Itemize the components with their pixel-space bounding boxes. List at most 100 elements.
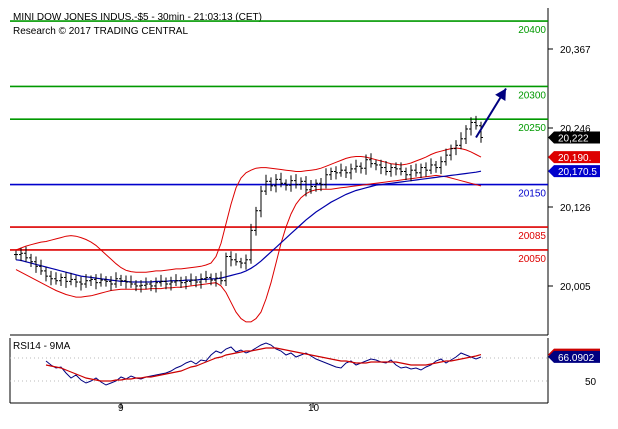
price-bar (344, 166, 348, 179)
price-bar (279, 172, 283, 188)
price-bar (69, 272, 73, 286)
moving-average-line (15, 170, 482, 283)
bollinger-lower-line (15, 174, 482, 323)
price-bar (99, 273, 103, 287)
price-bar (59, 273, 63, 286)
rsi-tag-rsi_blue: 66.0902 (548, 350, 600, 364)
price-bar (459, 132, 463, 150)
price-bar (464, 125, 468, 145)
price-bar (124, 275, 128, 289)
price-bar (189, 273, 193, 286)
rsi-panel-frame (9, 338, 549, 404)
price-bar (24, 246, 28, 262)
price-bar (144, 277, 148, 290)
price-bar (259, 185, 263, 218)
rsi-lines (45, 342, 482, 386)
price-bar (429, 158, 433, 175)
price-bar (119, 274, 123, 286)
chart-title: MINI DOW JONES INDUS.-$5 - 30min - 21:03… (13, 12, 262, 23)
level-label: 20300 (518, 90, 546, 101)
price-bar (19, 248, 23, 262)
price-bar (79, 276, 83, 291)
price-tag-blue: 20,170.5 (548, 165, 600, 178)
price-bar (364, 154, 368, 175)
price-bar (419, 163, 423, 179)
price-bar (154, 277, 158, 293)
price-bar (399, 162, 403, 176)
price-bar (169, 276, 173, 291)
price-bar (374, 159, 378, 171)
rsi-title: RSI14 - 9MA (13, 341, 71, 352)
arrow-head (495, 88, 506, 101)
price-bar (359, 162, 363, 174)
price-bar (339, 163, 343, 177)
price-bar (114, 272, 118, 288)
price-bar (264, 174, 268, 196)
price-bar (439, 156, 443, 175)
rsi-ma-line (45, 347, 482, 382)
price-bar (54, 272, 58, 285)
price-bar (334, 166, 338, 180)
price-bar (454, 140, 458, 156)
bollinger-upper-line (15, 147, 482, 273)
price-bar (74, 275, 78, 288)
y-tick-label: 20,367 (560, 45, 591, 56)
y-tick-label: 20,126 (560, 203, 591, 214)
svg-text:20,190.: 20,190. (558, 153, 591, 164)
price-bar (49, 270, 53, 286)
price-bar (39, 259, 43, 275)
price-bar (434, 161, 438, 173)
price-bar (224, 252, 228, 286)
price-bar (149, 280, 153, 292)
price-bar (414, 163, 418, 177)
price-bar (379, 159, 383, 175)
level-label: 20400 (518, 25, 546, 36)
price-bar (449, 144, 453, 161)
svg-text:20,170.5: 20,170.5 (558, 167, 597, 178)
price-bar (389, 163, 393, 177)
x-tick-label: 9 (118, 403, 124, 414)
price-panel-frame (10, 8, 549, 336)
price-bar (179, 276, 183, 288)
key-levels: 20400 20300 20250 20150 20085 20050 (10, 20, 548, 265)
price-bar (129, 275, 133, 288)
price-bar (199, 273, 203, 289)
price-bar (139, 280, 143, 293)
price-bar (209, 273, 213, 286)
price-bar (384, 161, 388, 176)
price-tag-last: 20,222 (548, 131, 600, 144)
price-bar (174, 274, 178, 286)
price-bar (184, 276, 188, 290)
moving-average (15, 170, 482, 283)
price-bar (444, 148, 448, 166)
price-bar (214, 272, 218, 287)
price-bar (234, 253, 238, 266)
price-tag-red: 20,190. (548, 151, 600, 164)
price-bar (249, 223, 253, 264)
price-bar (424, 162, 428, 177)
price-bar (194, 276, 198, 288)
x-tick-label: 10 (308, 403, 320, 414)
price-bars (14, 115, 483, 293)
price-bar (254, 206, 258, 236)
level-label: 20250 (518, 123, 546, 134)
price-bar (219, 271, 223, 285)
price-bar (164, 277, 168, 290)
price-bar (89, 275, 93, 286)
price-bar (159, 274, 163, 287)
price-bar (314, 179, 318, 192)
price-bar (204, 270, 208, 283)
price-bar (64, 272, 68, 288)
price-bar (134, 280, 138, 292)
price-bar (469, 117, 473, 136)
price-bar (229, 251, 233, 267)
price-bar (474, 115, 478, 130)
y-axis: 20,367 20,246 20,126 20,005 (548, 45, 591, 293)
level-label: 20085 (518, 231, 546, 242)
bollinger-bands (15, 147, 482, 323)
price-bar (349, 163, 353, 180)
price-bar (239, 257, 243, 269)
price-bar (354, 159, 358, 173)
